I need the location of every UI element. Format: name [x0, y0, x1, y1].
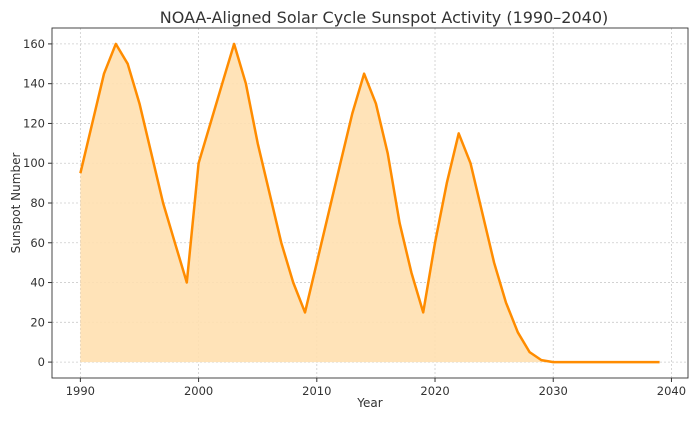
- y-tick-label: 0: [38, 355, 45, 369]
- x-tick-label: 1990: [66, 384, 95, 398]
- x-tick-label: 2010: [302, 384, 331, 398]
- y-tick-label: 160: [23, 37, 45, 51]
- x-tick-label: 2040: [657, 384, 686, 398]
- y-tick-label: 120: [23, 116, 45, 130]
- chart-title: NOAA-Aligned Solar Cycle Sunspot Activit…: [160, 8, 609, 27]
- x-tick-label: 2030: [539, 384, 568, 398]
- x-tick-label: 2000: [184, 384, 213, 398]
- y-tick-label: 20: [30, 315, 45, 329]
- y-tick-label: 140: [23, 77, 45, 91]
- y-tick-label: 40: [30, 276, 45, 290]
- y-tick-label: 80: [30, 196, 45, 210]
- y-axis-label: Sunspot Number: [9, 153, 23, 254]
- y-tick-label: 60: [30, 236, 45, 250]
- y-tick-label: 100: [23, 156, 45, 170]
- x-tick-label: 2020: [420, 384, 449, 398]
- x-axis-label: Year: [356, 396, 382, 410]
